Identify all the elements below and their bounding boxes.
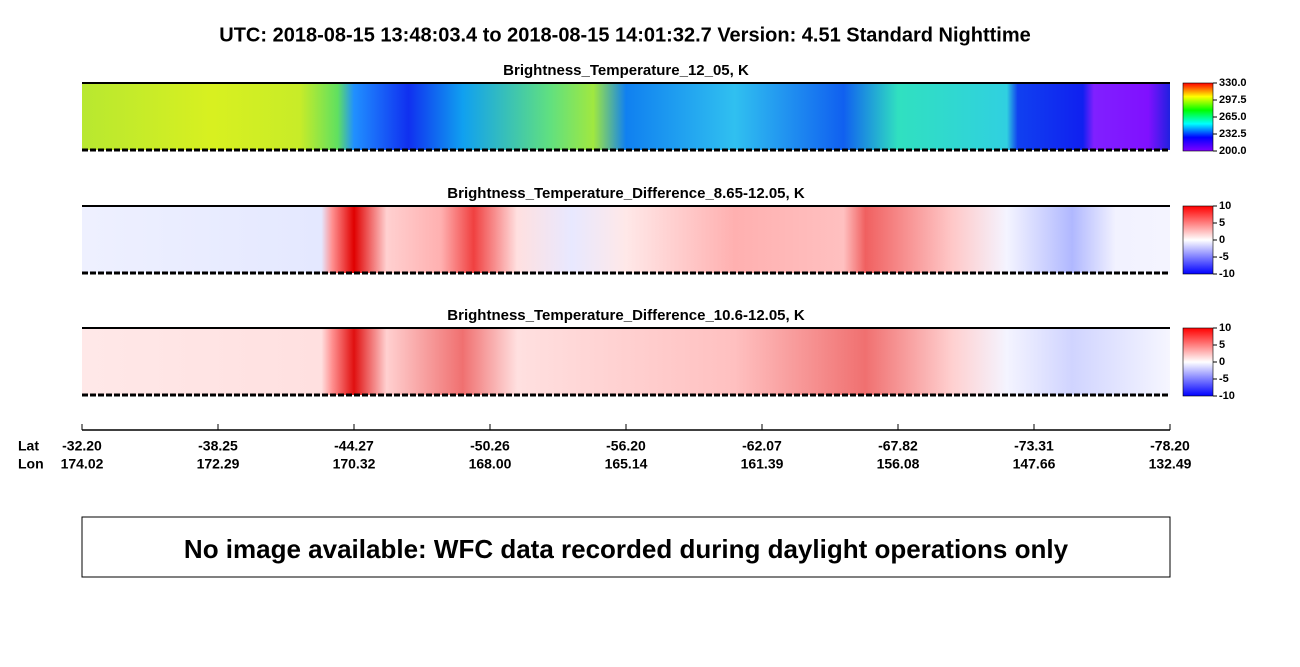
colorbar-tick-label: -10	[1219, 268, 1235, 280]
lat-tick-label: -73.31	[1014, 438, 1054, 454]
lon-tick-label: 168.00	[469, 456, 512, 472]
lat-tick-label: -62.07	[742, 438, 782, 454]
lat-tick-label: -56.20	[606, 438, 646, 454]
lon-label: Lon	[18, 456, 44, 472]
colorbar-tick-label: 10	[1219, 322, 1231, 334]
colorbar-tick-label: -5	[1219, 373, 1229, 385]
colorbar-tick-label: 0	[1219, 234, 1225, 246]
lon-tick-label: 147.66	[1013, 456, 1056, 472]
panel-image	[82, 206, 1170, 273]
panel-image	[82, 83, 1170, 150]
panel-title: Brightness_Temperature_Difference_8.65-1…	[447, 185, 805, 202]
lat-tick-label: -44.27	[334, 438, 374, 454]
panel-image	[82, 328, 1170, 395]
lon-tick-label: 174.02	[61, 456, 104, 472]
colorbar-tick-label: 200.0	[1219, 145, 1247, 157]
colorbar-tick-label: -10	[1219, 390, 1235, 402]
title: UTC: 2018-08-15 13:48:03.4 to 2018-08-15…	[219, 24, 1030, 46]
colorbar	[1182, 205, 1214, 275]
lat-tick-label: -32.20	[62, 438, 102, 454]
lat-label: Lat	[18, 438, 39, 454]
colorbar-tick-label: 232.5	[1219, 128, 1247, 140]
colorbar-tick-label: 297.5	[1219, 94, 1247, 106]
lat-tick-label: -67.82	[878, 438, 918, 454]
colorbar-tick-label: 5	[1219, 217, 1225, 229]
colorbar-tick-label: 265.0	[1219, 111, 1247, 123]
lon-tick-label: 161.39	[741, 456, 784, 472]
message: No image available: WFC data recorded du…	[184, 534, 1069, 564]
colorbar-tick-label: 5	[1219, 339, 1225, 351]
colorbar-tick-label: 330.0	[1219, 77, 1247, 89]
lon-tick-label: 170.32	[333, 456, 376, 472]
lon-tick-label: 172.29	[197, 456, 240, 472]
colorbar-tick-label: 10	[1219, 200, 1231, 212]
lat-tick-label: -50.26	[470, 438, 510, 454]
colorbar-tick-label: 0	[1219, 356, 1225, 368]
colorbar	[1182, 327, 1214, 397]
lat-tick-label: -38.25	[198, 438, 238, 454]
message-box	[81, 516, 1171, 578]
panel-title: Brightness_Temperature_12_05, K	[503, 62, 749, 79]
lon-tick-label: 132.49	[1149, 456, 1192, 472]
colorbar	[1182, 82, 1214, 152]
lat-tick-label: -78.20	[1150, 438, 1190, 454]
panel-title: Brightness_Temperature_Difference_10.6-1…	[447, 307, 805, 324]
lon-tick-label: 156.08	[877, 456, 920, 472]
lon-tick-label: 165.14	[605, 456, 648, 472]
colorbar-tick-label: -5	[1219, 251, 1229, 263]
